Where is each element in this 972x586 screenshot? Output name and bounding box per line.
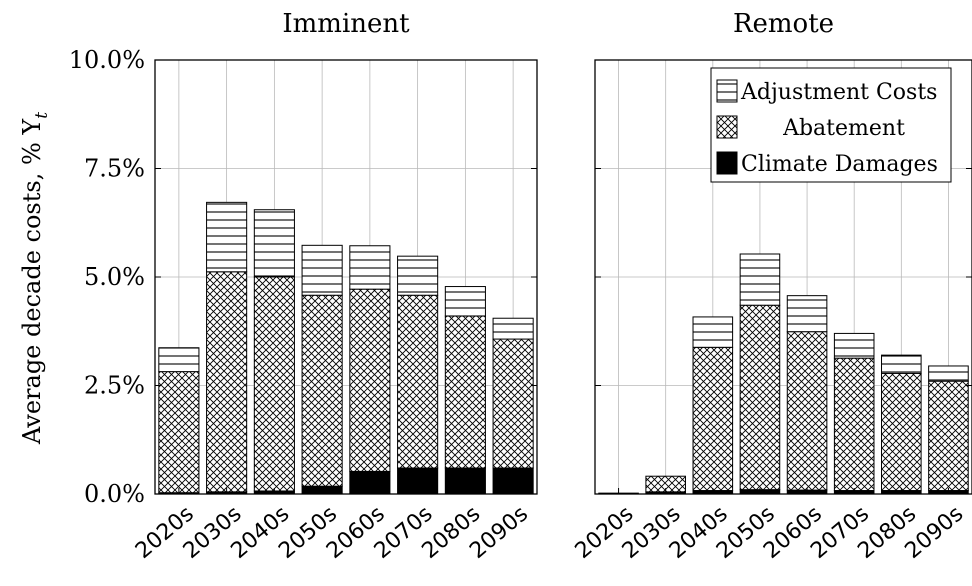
bar-segment-adjustment-costs (692, 316, 734, 348)
bar-segment-adjustment-costs (739, 253, 781, 306)
bar-segment-adjustment-costs (881, 354, 922, 374)
bar-segment-adjustment-costs (928, 365, 969, 382)
y-tick-label: 10.0% (69, 46, 145, 74)
bar-segment-adjustment-costs (833, 332, 875, 359)
legend-label: Adjustment Costs (740, 80, 937, 105)
y-tick-label: 5.0% (84, 263, 145, 291)
bar-segment-abatement (786, 331, 828, 491)
bar-segment-abatement (928, 380, 969, 492)
bar-segment-abatement (444, 315, 486, 469)
legend: Adjustment Costs Abatement Climate Damages (710, 67, 952, 183)
panel-title: Remote (733, 9, 834, 39)
bar-segment-abatement (881, 372, 922, 492)
bar-segment-abatement (739, 304, 781, 491)
panel-imminent: Imminent0.0%2.5%5.0%7.5%10.0%2020s2030s2… (69, 9, 538, 564)
legend-label: Abatement (782, 116, 905, 141)
legend-swatch (716, 151, 738, 175)
y-axis-label: Average decade costs, % Yt (18, 112, 52, 445)
bar-segment-abatement (253, 276, 295, 492)
bar-segment-adjustment-costs (158, 347, 200, 373)
legend-swatch (716, 79, 738, 103)
bar-segment-adjustment-costs (301, 244, 343, 296)
bar-segment-abatement (349, 288, 391, 472)
y-axis-label-subscript: t (32, 112, 52, 119)
y-tick-label: 7.5% (84, 155, 145, 183)
bar-segment-adjustment-costs (206, 201, 248, 273)
legend-label: Climate Damages (741, 152, 938, 177)
bar-segment-abatement (301, 294, 343, 487)
bar-segment-abatement (692, 346, 734, 492)
panel-title: Imminent (282, 9, 410, 39)
bar-segment-adjustment-costs (786, 295, 828, 333)
legend-box (710, 67, 952, 183)
bar-segment-adjustment-costs (397, 255, 439, 296)
bar-segment-abatement (206, 271, 248, 493)
legend-swatch (716, 115, 738, 139)
bar-segment-abatement (158, 371, 200, 494)
bar-segment-abatement (833, 357, 875, 492)
y-tick-label: 0.0% (84, 480, 145, 508)
bar-segment-abatement (397, 294, 439, 469)
y-tick-label: 2.5% (84, 372, 145, 400)
bar-segment-adjustment-costs (253, 209, 295, 278)
bar-segment-adjustment-costs (492, 317, 534, 340)
bar-segment-adjustment-costs (444, 286, 486, 317)
bar-segment-abatement (492, 338, 534, 469)
bar-segment-adjustment-costs (349, 245, 391, 290)
